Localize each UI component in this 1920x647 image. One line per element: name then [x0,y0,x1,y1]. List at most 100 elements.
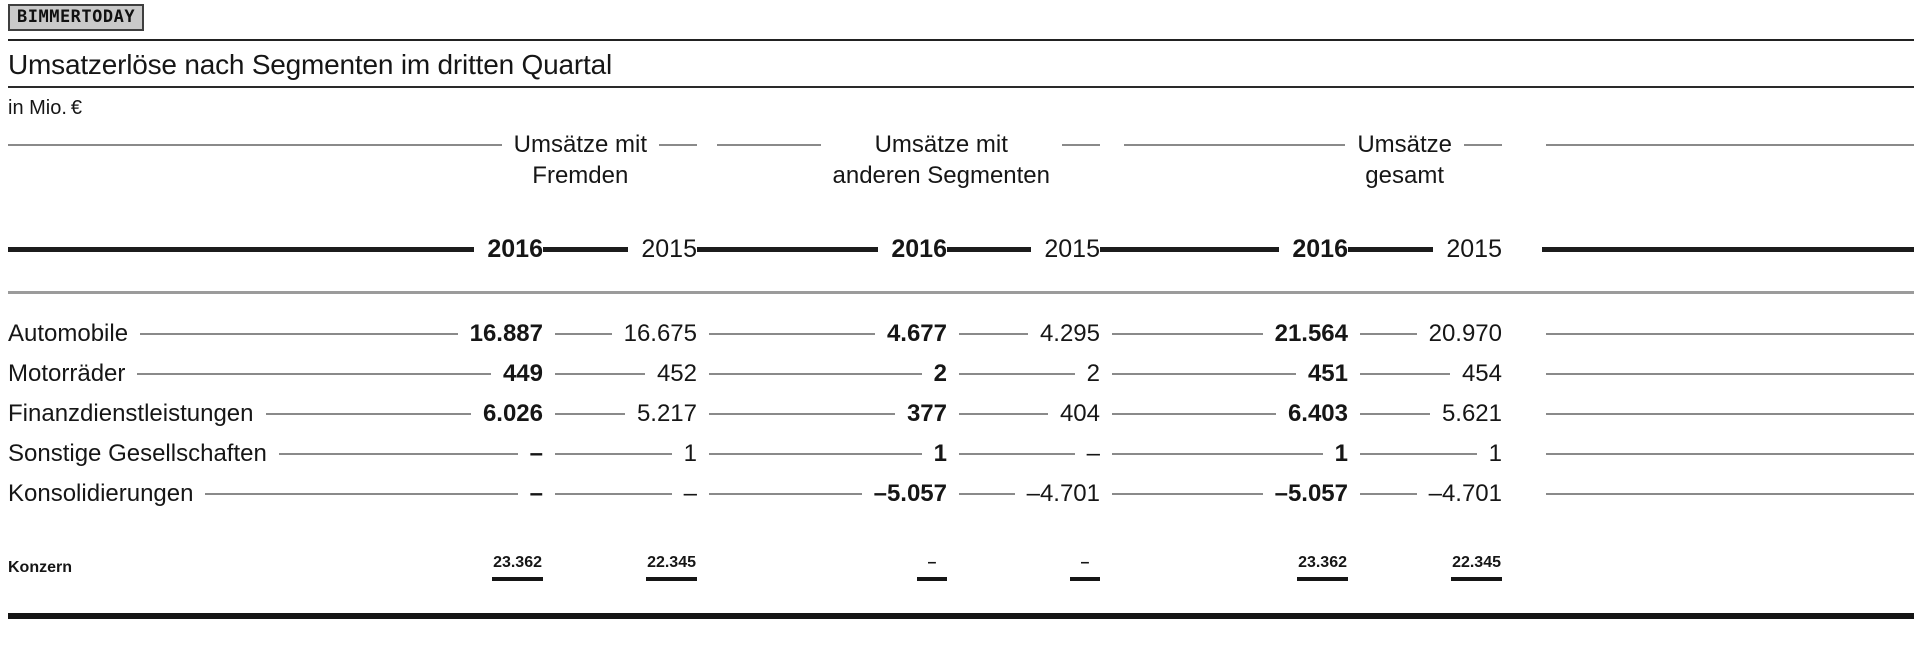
leader-line [555,373,645,375]
year-label-2016: 2016 [1292,235,1348,263]
year-cell: 2015 [947,235,1100,264]
header-rule-line [1464,144,1502,146]
document-page: BIMMERTODAY Umsatzerlöse nach Segmenten … [8,4,1914,619]
year-cell: 2016 [8,235,543,264]
leader-line [278,453,518,455]
table-cell: 1 [1100,440,1348,468]
table-cell: – [697,554,947,581]
table-cell: 451 [1100,360,1348,388]
cell-value: 1 [1488,440,1502,467]
table-cell: 20.970 [1348,320,1502,348]
leader-line [140,333,458,335]
year-rule-line [8,247,475,252]
cell-value: 454 [1461,360,1502,387]
row-tail [1502,493,1914,495]
cell-value: –5.057 [1274,480,1348,507]
row-first-cell: Finanzdienstleistungen 6.026 [8,400,543,428]
table-cell: 4.295 [947,320,1100,348]
leader-line [1546,453,1914,455]
header-rule-line [717,144,821,146]
year-cell: 2016 [1100,235,1348,264]
row-first-cell: Motorräder 449 [8,360,543,388]
table-cell: –5.057 [697,480,947,508]
leader-line [1112,453,1323,455]
table-cell: 23.362 [1100,554,1348,581]
leader-line [709,333,875,335]
leader-line [1546,373,1914,375]
page-title: Umsatzerlöse nach Segmenten im dritten Q… [8,49,612,80]
table-cell: 2 [697,360,947,388]
table-bottom-rule [8,613,1914,619]
year-header-row: 2016 2015 2016 2015 2016 2015 [8,235,1914,264]
row-tail [1502,413,1914,415]
cell-value: 2 [933,360,947,387]
leader-line [959,413,1048,415]
row-first-cell: Konsolidierungen – [8,480,543,508]
cell-value: –5.057 [873,480,947,507]
leader-line [1360,333,1417,335]
leader-line [1112,493,1263,495]
year-label-2015: 2015 [641,235,697,263]
cell-value: 4.677 [886,320,947,347]
table-cell: 22.345 [543,554,697,581]
leader-line [709,413,895,415]
total-value: 22.345 [1451,554,1502,581]
column-group-header: Umsätze mit Fremden Umsätze mit anderen … [8,129,1914,191]
total-value: 23.362 [492,554,543,581]
year-tail [1502,247,1914,252]
table-row: Sonstige Gesellschaften – 1 1 – 1 1 [8,434,1914,474]
table-cell: 1 [1348,440,1502,468]
leader-line [1546,333,1914,335]
row-first-cell: Automobile 16.887 [8,320,543,348]
leader-line [555,453,672,455]
table-cell: 404 [947,400,1100,428]
cell-value: 6.026 [482,400,543,427]
leader-line [1546,493,1914,495]
top-rule [8,39,1914,41]
table-cell: 21.564 [1100,320,1348,348]
leader-line [1360,373,1450,375]
group-label-line2: Fremden [532,162,629,189]
cell-value: –4.701 [1026,480,1100,507]
group-label-line1: Umsätze mit [513,131,647,158]
table-cell: –5.057 [1100,480,1348,508]
unit-label: in Mio. € [8,97,83,119]
table-cell: 2 [947,360,1100,388]
column-group-label: Umsätze mit Fremden [502,129,659,191]
table-cell: 5.217 [543,400,697,428]
cell-value: 377 [906,400,947,427]
year-cell: 2015 [1348,235,1502,264]
leader-line [1546,413,1914,415]
row-first-cell: Sonstige Gesellschaften – [8,440,543,468]
table-cell: 4.677 [697,320,947,348]
group-label-line1: Umsätze [1357,131,1452,158]
leader-line [1112,413,1276,415]
group-label-line2: anderen Segmenten [832,162,1051,189]
cell-value: 1 [1334,440,1348,467]
table-cell: –4.701 [947,480,1100,508]
header-rule-line [1124,144,1346,146]
column-group-andere-segmente: Umsätze mit anderen Segmenten [697,129,1100,191]
row-label: Automobile [8,320,129,347]
year-label-2015: 2015 [1044,235,1100,263]
cell-value: 16.887 [469,320,543,347]
group-label-line2: gesamt [1365,162,1444,189]
cell-value: 5.621 [1441,400,1502,427]
leader-line [555,333,612,335]
header-rule-line [1062,144,1100,146]
row-first-cell: Konzern 23.362 [8,554,543,581]
year-rule-line [1542,247,1914,252]
table-cell: – [543,480,697,508]
leader-line [1360,453,1477,455]
cell-value: 1 [933,440,947,467]
table-cell: 6.403 [1100,400,1348,428]
cell-value: 452 [656,360,697,387]
group-label-line1: Umsätze mit [874,131,1008,158]
table-cell: – [947,440,1100,468]
row-label: Konzern [8,558,72,576]
header-tail [1502,129,1914,146]
total-value: 22.345 [646,554,697,581]
leader-line [265,413,471,415]
table-cell: 452 [543,360,697,388]
cell-value: 451 [1307,360,1348,387]
